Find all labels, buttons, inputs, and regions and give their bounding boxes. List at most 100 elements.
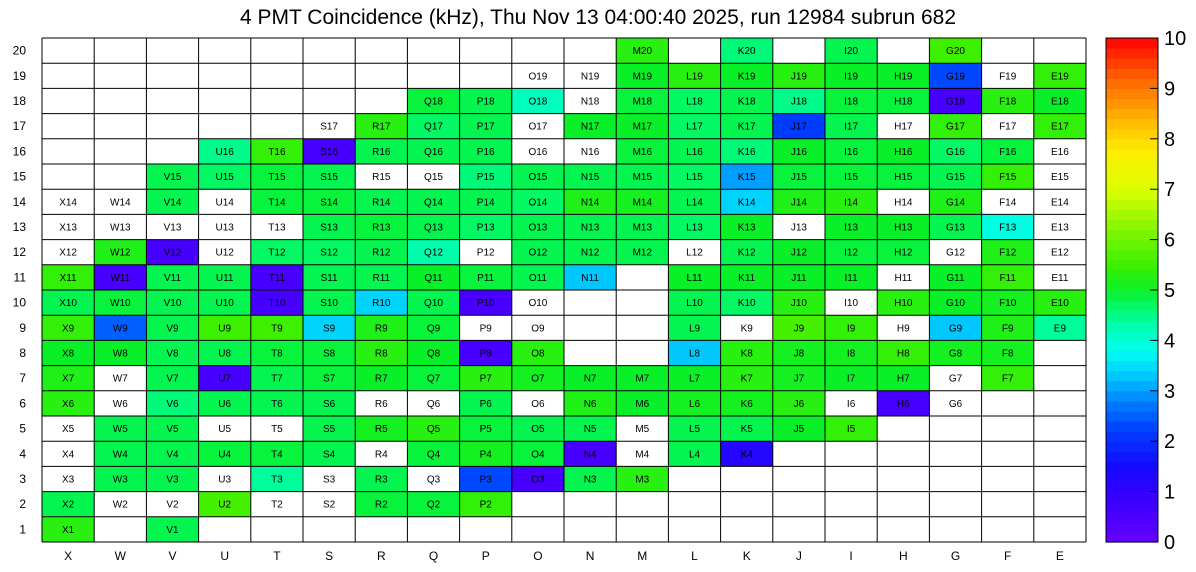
heatmap-cell: [668, 264, 721, 290]
heatmap-cell: [668, 441, 721, 467]
cell-label: H16: [894, 147, 913, 158]
cell-label: T4: [271, 449, 283, 460]
heatmap-cell: [877, 88, 930, 114]
cell-label: U8: [218, 349, 231, 360]
cell-label: Q12: [424, 248, 443, 259]
heatmap-cell: [303, 264, 356, 290]
cell-label: X3: [62, 475, 75, 486]
cell-label: L9: [689, 323, 701, 334]
colorbar-segment: [1106, 88, 1158, 100]
heatmap-cell: [42, 365, 95, 391]
heatmap-cell: [303, 390, 356, 416]
cell-label: P11: [477, 273, 494, 284]
heatmap-cell: [355, 264, 408, 290]
cell-label: T11: [269, 273, 286, 284]
x-tick-label: F: [1004, 549, 1011, 563]
cell-label: P12: [477, 248, 495, 259]
colorbar-segment: [1106, 108, 1158, 120]
cell-label: F18: [999, 97, 1017, 108]
cell-label: S6: [323, 399, 336, 410]
cell-label: L16: [686, 147, 703, 158]
heatmap-cell: [564, 164, 617, 190]
cell-label: J5: [794, 424, 805, 435]
heatmap-cell: [720, 290, 773, 316]
heatmap-cell: [825, 390, 878, 416]
cell-label: Q18: [424, 97, 443, 108]
heatmap-cell: [42, 416, 95, 442]
cell-label: G7: [949, 374, 963, 385]
cell-label: W13: [110, 223, 131, 234]
heatmap-cell: [720, 88, 773, 114]
cell-label: G18: [946, 97, 965, 108]
heatmap-cell: [198, 365, 251, 391]
x-tick-label: O: [533, 549, 542, 563]
heatmap-cell: [250, 365, 303, 391]
heatmap-cell: [929, 189, 982, 215]
cell-label: E17: [1051, 122, 1069, 133]
x-tick-label: I: [849, 549, 852, 563]
cell-label: G13: [946, 223, 965, 234]
cell-label: O6: [531, 399, 545, 410]
heatmap-cell: [94, 189, 147, 215]
cell-label: Q5: [427, 424, 441, 435]
cell-label: Q4: [427, 449, 441, 460]
heatmap-cell: [511, 466, 564, 492]
heatmap-cell: [407, 164, 460, 190]
x-tick-label: U: [220, 549, 229, 563]
cell-label: K10: [738, 298, 756, 309]
heatmap-cell: [668, 239, 721, 265]
heatmap-cell: [1033, 264, 1086, 290]
cell-label: I20: [844, 46, 858, 57]
heatmap-cell: [981, 88, 1034, 114]
colorbar-segment: [1106, 360, 1158, 372]
cell-label: L5: [689, 424, 701, 435]
heatmap-cell: [407, 416, 460, 442]
cell-label: R14: [372, 197, 391, 208]
cell-label: K9: [741, 323, 754, 334]
heatmap-cell: [564, 365, 617, 391]
colorbar-segment: [1106, 501, 1158, 513]
cell-label: F15: [999, 172, 1017, 183]
cell-label: K14: [738, 197, 756, 208]
heatmap-cell: [668, 340, 721, 366]
heatmap-cell: [407, 340, 460, 366]
cell-label: J9: [794, 323, 805, 334]
heatmap-cell: [877, 264, 930, 290]
colorbar-segment: [1106, 199, 1158, 210]
cell-label: P17: [477, 122, 495, 133]
cell-label: V10: [164, 298, 182, 309]
cell-label: P16: [477, 147, 495, 158]
heatmap-cell: [146, 516, 199, 542]
y-tick-label: 6: [19, 396, 26, 410]
heatmap-cell: [1033, 315, 1086, 341]
cell-label: V4: [166, 449, 179, 460]
heatmap-cell: [668, 164, 721, 190]
heatmap-cell: [616, 416, 669, 442]
heatmap-cell: [616, 239, 669, 265]
cell-label: L18: [686, 97, 703, 108]
cell-label: R4: [375, 449, 388, 460]
heatmap-cell: [355, 416, 408, 442]
cell-label: E12: [1051, 248, 1069, 259]
heatmap-cell: [407, 264, 460, 290]
cell-label: S14: [320, 197, 338, 208]
cell-label: E19: [1051, 71, 1069, 82]
cell-label: U7: [218, 374, 231, 385]
cell-label: E16: [1051, 147, 1069, 158]
heatmap-cell: [511, 315, 564, 341]
cell-label: K7: [741, 374, 754, 385]
heatmap-cell: [929, 390, 982, 416]
heatmap-cell: [616, 214, 669, 240]
heatmap-cell: [355, 214, 408, 240]
cell-label: L15: [686, 172, 703, 183]
cell-label: P8: [480, 349, 493, 360]
heatmap-cell: [42, 390, 95, 416]
cell-label: T7: [271, 374, 283, 385]
heatmap-cell: [564, 264, 617, 290]
x-tick-label: H: [899, 549, 908, 563]
heatmap-cell: [355, 290, 408, 316]
heatmap-cell: [929, 365, 982, 391]
cell-label: J12: [791, 248, 808, 259]
y-tick-label: 10: [13, 296, 27, 310]
heatmap-cell: [772, 264, 825, 290]
